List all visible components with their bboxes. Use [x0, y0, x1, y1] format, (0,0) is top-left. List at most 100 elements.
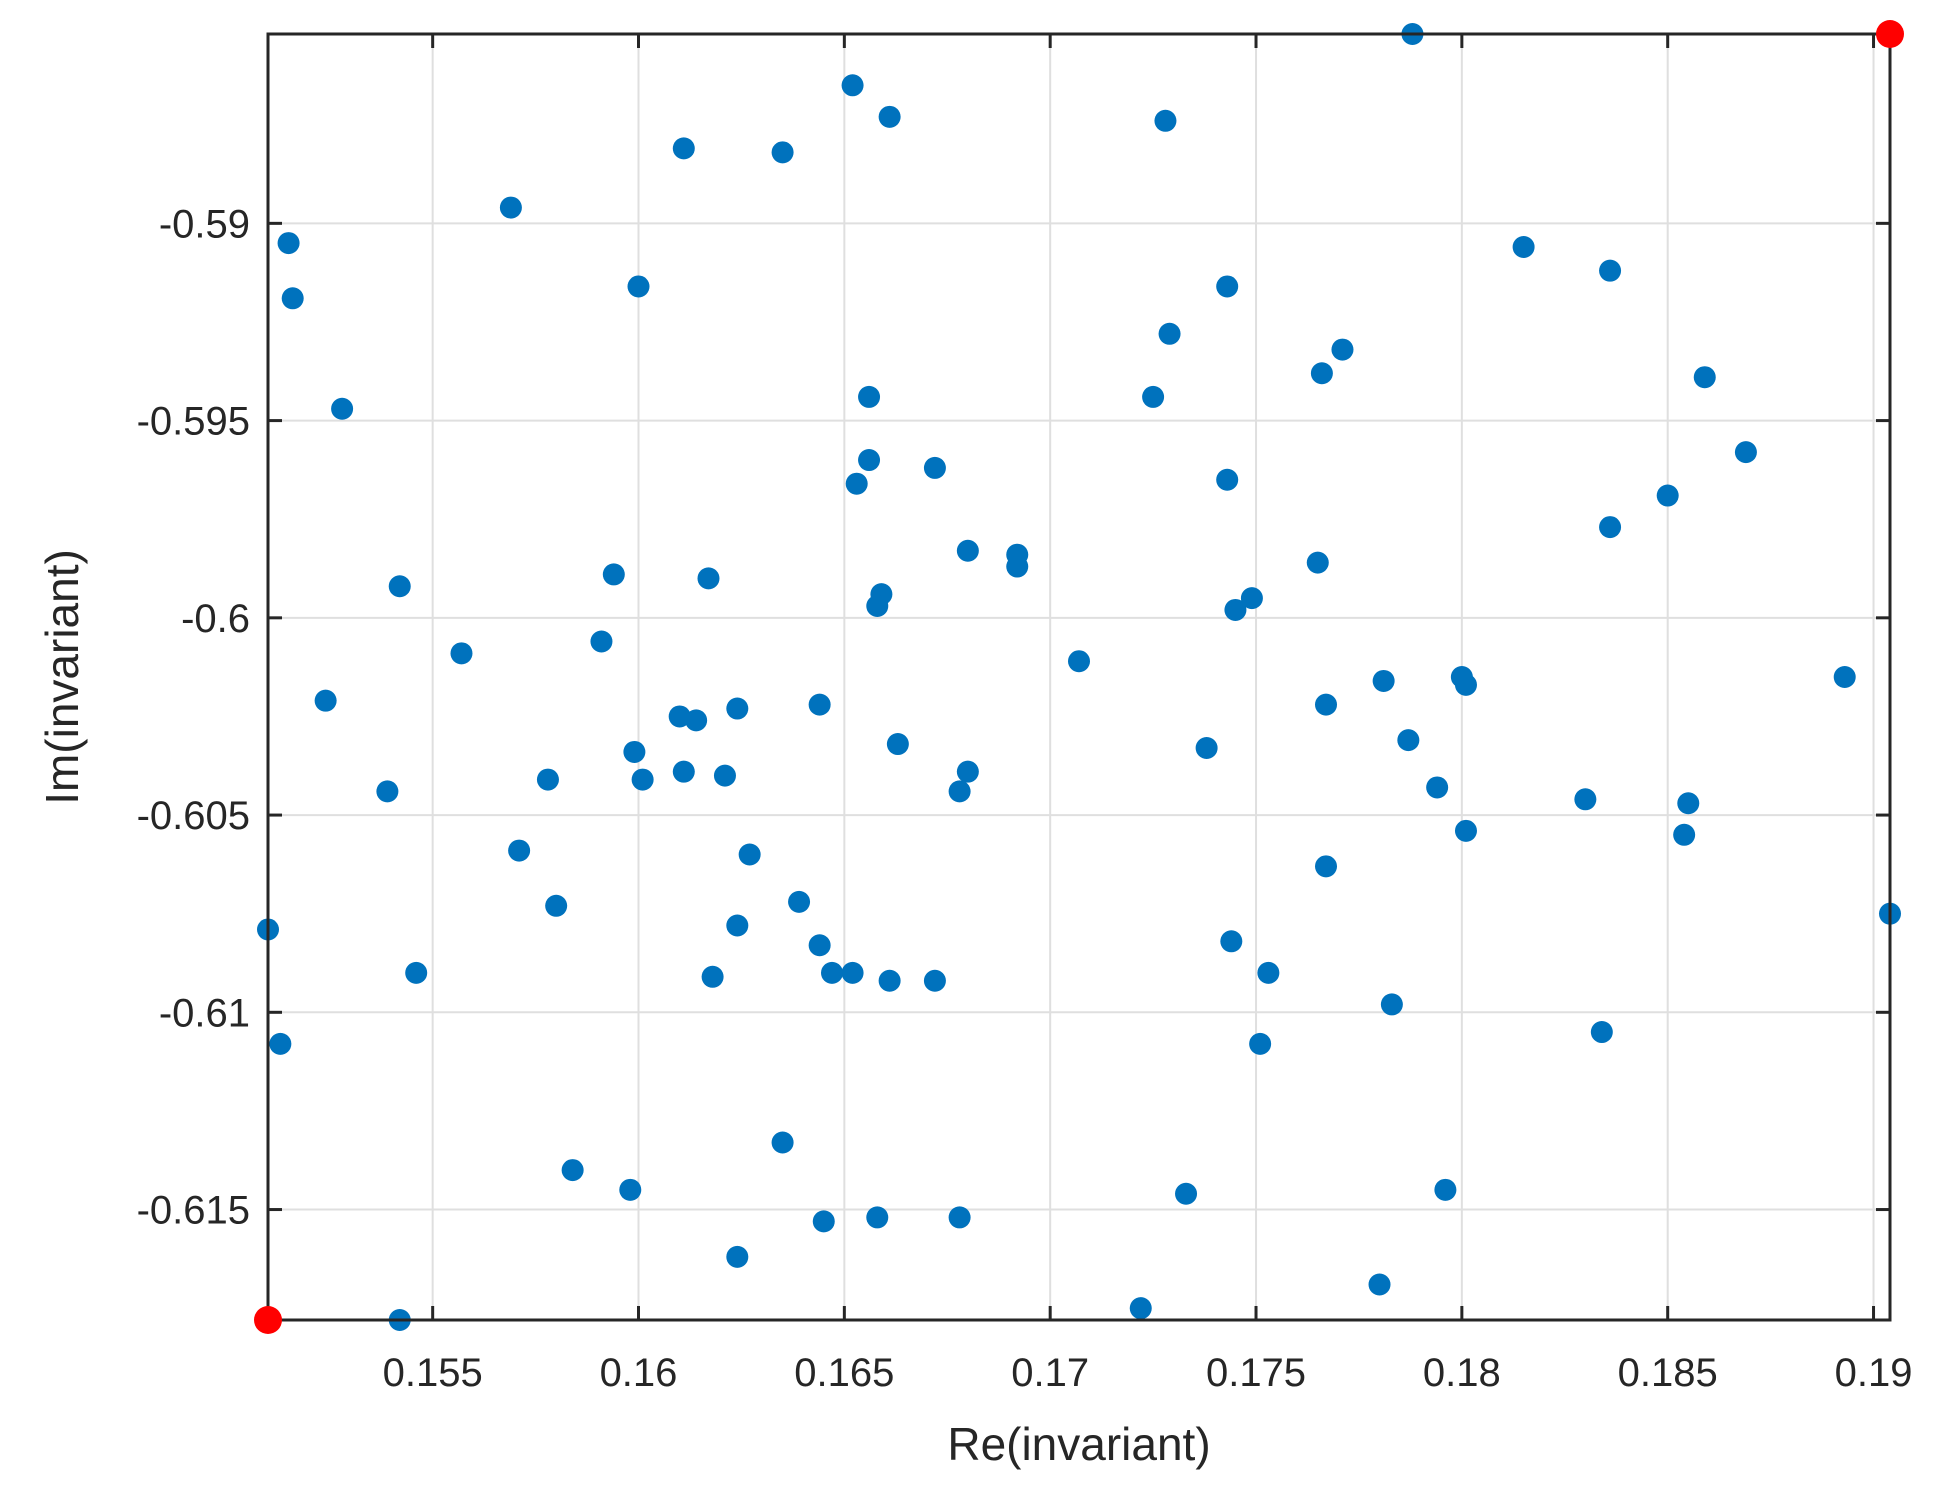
data-point: [1372, 669, 1395, 692]
data-point: [948, 1206, 971, 1229]
data-point: [450, 642, 473, 665]
data-point: [627, 275, 650, 298]
data-point: [788, 890, 811, 913]
data-point: [1249, 1032, 1272, 1055]
data-point: [726, 914, 749, 937]
data-point: [1574, 788, 1597, 811]
data-point: [1590, 1021, 1613, 1044]
data-point: [771, 141, 794, 164]
data-point: [923, 456, 946, 479]
data-point: [812, 1210, 835, 1233]
data-point: [1006, 555, 1029, 578]
data-point: [697, 567, 720, 590]
data-point: [866, 594, 889, 617]
data-point: [1224, 598, 1247, 621]
data-point: [923, 969, 946, 992]
data-point: [1380, 993, 1403, 1016]
x-tick-label: 0.19: [1835, 1351, 1913, 1395]
data-point: [841, 74, 864, 97]
data-point: [726, 1245, 749, 1268]
x-tick-label: 0.165: [794, 1351, 894, 1395]
data-point: [1257, 961, 1280, 984]
data-point: [1454, 673, 1477, 696]
data-point: [726, 697, 749, 720]
data-point: [1068, 650, 1090, 673]
axes-box: [266, 32, 1892, 1322]
data-point: [668, 705, 691, 728]
data-point: [508, 839, 531, 862]
data-point: [1434, 1178, 1457, 1201]
data-point: [388, 575, 411, 598]
highlight-points: [254, 20, 1904, 1334]
data-point: [808, 934, 831, 957]
data-point: [1240, 587, 1263, 610]
data-point: [1599, 259, 1622, 282]
data-point: [1426, 776, 1449, 799]
data-point: [1693, 366, 1716, 389]
y-axis-label: Im(invariant): [36, 549, 88, 805]
x-tick-labels: 0.155 0.16 0.165 0.17 0.175 0.18 0.185 0.19: [383, 1351, 1913, 1395]
data-point: [841, 961, 864, 984]
data-point: [376, 780, 399, 803]
y-tick-labels: -0.59 -0.595 -0.6 -0.605 -0.61 -0.615: [137, 202, 250, 1232]
data-point: [956, 539, 979, 562]
data-point: [1158, 322, 1181, 345]
y-tick-label: -0.615: [137, 1189, 250, 1233]
grid-lines: [268, 34, 1890, 1320]
data-point: [314, 689, 337, 712]
data-point: [499, 196, 522, 219]
data-point: [1195, 737, 1218, 760]
data-point: [269, 1032, 292, 1055]
data-point: [1306, 551, 1329, 574]
data-point: [1331, 338, 1354, 361]
data-point: [672, 137, 695, 160]
data-point: [738, 843, 761, 866]
x-tick-label: 0.18: [1423, 1351, 1501, 1395]
data-point: [685, 709, 708, 732]
data-point: [1368, 1273, 1391, 1296]
data-point: [1142, 385, 1165, 408]
data-point: [1512, 236, 1535, 259]
data-point: [771, 1131, 794, 1154]
data-point: [1175, 1182, 1198, 1205]
data-point: [1397, 729, 1420, 752]
data-point: [820, 961, 843, 984]
data-point: [281, 287, 304, 310]
highlight-point: [1876, 20, 1904, 48]
data-point: [808, 693, 831, 716]
data-point: [602, 563, 625, 586]
data-point: [701, 965, 724, 988]
data-point: [1216, 275, 1239, 298]
data-point: [858, 385, 881, 408]
data-point: [1310, 362, 1333, 385]
x-tick-label: 0.175: [1206, 1351, 1306, 1395]
data-point: [405, 961, 428, 984]
data-point: [866, 1206, 889, 1229]
data-point: [1129, 1297, 1152, 1320]
data-point: [545, 894, 568, 917]
data-point: [878, 969, 901, 992]
x-tick-label: 0.155: [383, 1351, 483, 1395]
data-point: [878, 105, 901, 128]
data-point: [590, 630, 613, 653]
data-point: [672, 760, 695, 783]
axis-ticks: [268, 34, 1890, 1320]
data-point: [956, 760, 979, 783]
data-point: [1656, 484, 1679, 507]
data-point: [845, 472, 868, 495]
x-tick-label: 0.16: [600, 1351, 678, 1395]
data-point: [1734, 441, 1757, 464]
y-tick-label: -0.61: [159, 991, 250, 1035]
x-tick-label: 0.185: [1618, 1351, 1718, 1395]
data-point: [713, 764, 736, 787]
data-point: [561, 1159, 584, 1182]
data-point: [1220, 930, 1243, 953]
x-axis-label: Re(invariant): [947, 1418, 1210, 1470]
x-tick-label: 0.17: [1011, 1351, 1089, 1395]
y-tick-label: -0.59: [159, 202, 250, 246]
data-point: [1454, 819, 1477, 842]
data-point: [1154, 109, 1177, 132]
data-point: [277, 232, 300, 255]
